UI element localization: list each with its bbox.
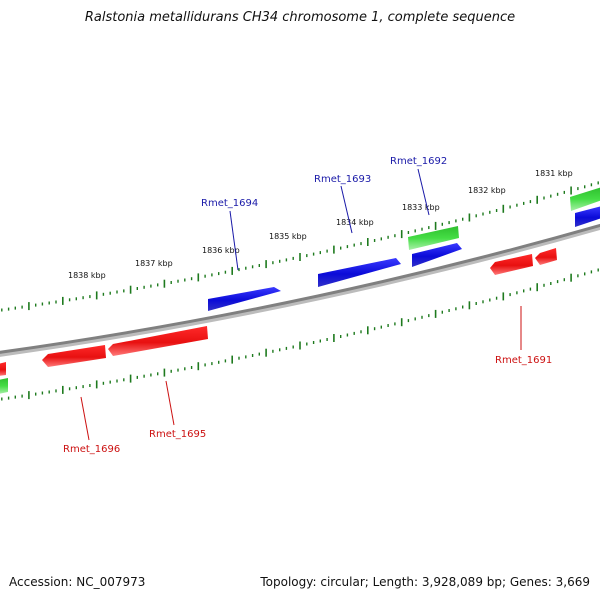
gene-green-edge-left[interactable] — [0, 378, 8, 394]
kbp-label-1834: 1834 kbp — [336, 218, 374, 227]
label-rmet-1695: Rmet_1695 — [149, 429, 206, 440]
label-rmet-1692: Rmet_1692 — [390, 156, 447, 167]
kbp-label-1831: 1831 kbp — [535, 169, 573, 178]
leader-rmet-1692 — [417, 168, 430, 216]
label-rmet-1694: Rmet_1694 — [201, 198, 258, 209]
gene-rmet-1692[interactable] — [412, 243, 462, 267]
gene-red-right-small[interactable] — [535, 248, 557, 265]
gene-rmet-1693[interactable] — [318, 258, 401, 287]
label-rmet-1691: Rmet_1691 — [495, 355, 552, 366]
outer-tick-row — [1, 181, 599, 312]
gene-rmet-1695[interactable] — [108, 326, 208, 356]
label-rmet-1696: Rmet_1696 — [63, 444, 120, 455]
leader-rmet-1694 — [229, 210, 239, 271]
kbp-label-1837: 1837 kbp — [135, 259, 173, 268]
gene-green-edge-right[interactable] — [570, 187, 600, 211]
gene-rmet-1696[interactable] — [42, 345, 106, 367]
kbp-label-1835: 1835 kbp — [269, 232, 307, 241]
map-title: Ralstonia metallidurans CH34 chromosome … — [84, 10, 516, 25]
kbp-label-1833: 1833 kbp — [402, 203, 440, 212]
leader-rmet-1693 — [340, 185, 353, 234]
backbone — [0, 223, 600, 354]
topology-summary: Topology: circular; Length: 3,928,089 bp… — [260, 575, 590, 589]
kbp-label-1832: 1832 kbp — [468, 186, 506, 195]
gene-forward-edge[interactable] — [575, 206, 600, 227]
gene-rmet-1691[interactable] — [490, 254, 533, 275]
kbp-label-1836: 1836 kbp — [202, 246, 240, 255]
gene-green-1833[interactable] — [408, 226, 459, 250]
gene-red-edge-left[interactable] — [0, 362, 6, 376]
leader-rmet-1695 — [165, 380, 175, 426]
accession-text: Accession: NC_007973 — [9, 575, 146, 589]
gene-rmet-1694[interactable] — [208, 287, 281, 311]
label-rmet-1693: Rmet_1693 — [314, 174, 371, 185]
inner-tick-row — [1, 268, 599, 401]
kbp-label-1838: 1838 kbp — [68, 271, 106, 280]
leader-rmet-1696 — [80, 396, 90, 441]
backbone-shadow — [0, 224, 600, 357]
